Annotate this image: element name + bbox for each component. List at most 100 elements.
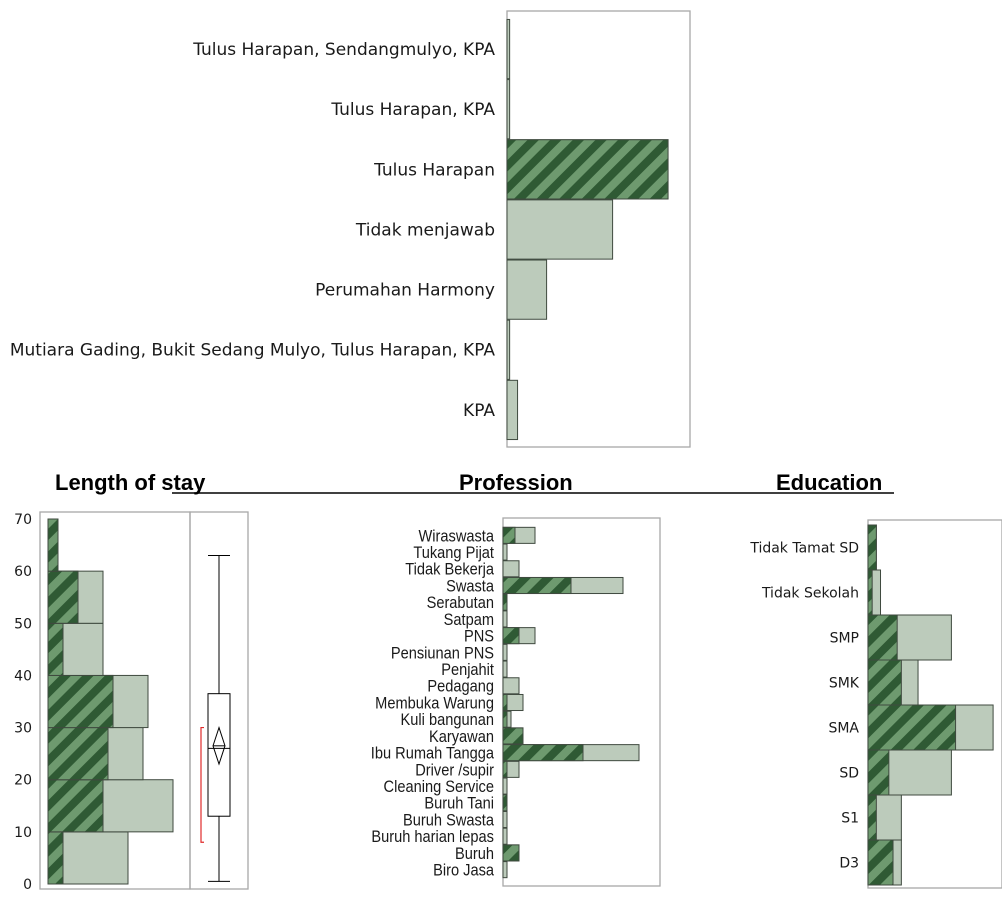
profession-bar-biro-jasa (502, 861, 508, 879)
profession-label-buruh-swasta: Buruh Swasta (403, 812, 494, 830)
boxplot-box (207, 693, 231, 817)
profession-bar-pedagang (502, 677, 520, 695)
profession-label-serabutan: Serabutan (427, 594, 494, 612)
education-label-sma: SMA (828, 720, 859, 736)
stay-ytick-20: 20 (14, 773, 32, 789)
education-label-sd: SD (839, 765, 859, 781)
profession-label-swasta: Swasta (446, 578, 494, 596)
profession-label-kuli-bangunan: Kuli bangunan (401, 711, 494, 729)
stay-selected-bar-30-40 (47, 674, 114, 729)
education-selected-bar-s1 (867, 794, 877, 841)
location-bar-mutiara-gading-bukit-sedang-mulyo-tulus-harapan-kpa (506, 319, 511, 380)
boxplot-mean-diamond (212, 725, 226, 766)
location-bar-kpa (506, 379, 519, 441)
location-label-tulus-harapan: Tulus Harapan (373, 160, 495, 180)
location-label-kpa: KPA (463, 401, 495, 421)
stay-selected-bar-40-50 (47, 622, 64, 676)
profession-label-buruh-harian-lepas: Buruh harian lepas (371, 828, 494, 846)
education-selected-bar-tidak-sekolah (867, 569, 873, 616)
profession-selected-bar-buruh (502, 844, 520, 862)
location-bar-tulus-harapan-kpa (506, 79, 511, 140)
profession-selected-bar-membuka-warung (502, 693, 508, 712)
education-selected-bar-sma (867, 704, 957, 751)
profession-bar-penjahit (502, 660, 508, 678)
profession-selected-bar-driver-supir (502, 760, 508, 778)
stay-boxplot-frame (189, 511, 249, 890)
profession-selected-bar-serabutan (502, 593, 508, 611)
profession-label-driver-supir: Driver /supir (415, 761, 494, 779)
profession-label-wiraswasta: Wiraswasta (419, 527, 495, 545)
profession-selected-bar-kuli-bangunan (502, 710, 508, 728)
profession-selected-bar-pns (502, 627, 520, 645)
location-chart: Tulus Harapan, Sendangmulyo, KPA Tulus Ha… (10, 10, 691, 448)
stay-ytick-40: 40 (14, 668, 32, 684)
location-bar-tidak-menjawab (506, 199, 614, 260)
location-label-mutiara-gading-bukit-sedang-mulyo-tulus-harapan-kpa: Mutiara Gading, Bukit Sedang Mulyo, Tulu… (10, 341, 496, 361)
profession-bar-pensiunan-pns (502, 643, 508, 661)
location-label-perumahan-harmony: Perumahan Harmony (315, 281, 495, 301)
stay-selected-bar-60-70 (47, 518, 59, 572)
profession-selected-bar-buruh-tani (502, 794, 508, 812)
stay-ytick-10: 10 (14, 825, 32, 841)
education-chart: Education Tidak Tamat SD Tidak Sekolah SMP… (749, 470, 1002, 889)
profession-label-membuka-warung: Membuka Warung (375, 695, 494, 713)
profession-selected-bar-karyawan (502, 727, 524, 745)
stay-ytick-30: 30 (14, 721, 32, 737)
length-of-stay-chart: Length of stay 0 10 20 30 40 50 60 70 (14, 470, 249, 893)
profession-bar-tukang-pijat (502, 543, 508, 561)
profession-label-satpam: Satpam (444, 611, 494, 629)
profession-selected-bar-ibu-rumah-tangga (502, 744, 584, 762)
profession-bar-buruh-harian-lepas (502, 827, 508, 845)
education-label-smk: SMK (829, 675, 860, 691)
profession-label-karyawan: Karyawan (429, 728, 494, 746)
location-bar-tulus-harapan-sendangmulyo-kpa (506, 18, 511, 80)
profession-label-tukang-pijat: Tukang Pijat (413, 544, 494, 562)
profession-label-ibu-rumah-tangga: Ibu Rumah Tangga (371, 745, 494, 763)
boxplot-shortest-half-bracket (200, 726, 204, 843)
profession-selected-bar-swasta (502, 576, 572, 595)
stay-ytick-60: 60 (14, 564, 32, 580)
location-selected-bar-tulus-harapan (506, 139, 669, 200)
profession-label-penjahit: Penjahit (441, 661, 494, 679)
education-selected-bar-smk (867, 659, 902, 706)
profession-title: Profession (459, 470, 573, 495)
stay-ytick-50: 50 (14, 616, 32, 632)
education-selected-bar-sd (867, 749, 890, 796)
profession-label-pns: PNS (464, 628, 494, 646)
profession-bar-satpam (502, 610, 508, 628)
profession-label-biro-jasa: Biro Jasa (433, 862, 494, 880)
stay-ytick-70: 70 (14, 512, 32, 528)
stay-ytick-0: 0 (23, 877, 32, 893)
education-label-smp: SMP (830, 630, 859, 646)
stay-selected-bar-50-60 (47, 570, 79, 624)
profession-label-buruh-tani: Buruh Tani (424, 795, 494, 813)
education-selected-bar-smp (867, 614, 898, 661)
stay-selected-bar-20-30 (47, 727, 109, 781)
education-label-d3: D3 (839, 855, 859, 871)
profession-label-pedagang: Pedagang (427, 678, 494, 696)
profession-selected-bar-wiraswasta (502, 526, 516, 544)
profession-label-cleaning-service: Cleaning Service (384, 778, 495, 796)
location-label-tulus-harapan-sendangmulyo-kpa: Tulus Harapan, Sendangmulyo, KPA (192, 40, 495, 60)
profession-label-buruh: Buruh (455, 845, 494, 863)
education-label-tidak-sekolah: Tidak Sekolah (761, 585, 859, 601)
location-label-tulus-harapan-kpa: Tulus Harapan, KPA (330, 100, 495, 120)
profession-bar-cleaning-service (502, 777, 508, 795)
education-selected-bar-tidak-tamat-sd (867, 524, 877, 571)
profession-frame (502, 517, 661, 887)
education-title: Education (776, 470, 882, 495)
stay-selected-bar-10-20 (47, 779, 104, 833)
education-selected-bar-d3 (867, 839, 894, 886)
location-label-tidak-menjawab: Tidak menjawab (355, 220, 495, 240)
profession-bar-tidak-bekerja (502, 560, 520, 578)
profession-label-tidak-bekerja: Tidak Bekerja (405, 561, 494, 579)
profession-label-pensiunan-pns: Pensiunan PNS (391, 644, 494, 662)
education-label-tidak-tamat-sd: Tidak Tamat SD (749, 540, 859, 556)
education-label-s1: S1 (841, 810, 859, 826)
length-of-stay-title: Length of stay (55, 470, 206, 495)
stay-selected-bar-0-10 (47, 831, 64, 885)
location-bar-perumahan-harmony (506, 259, 548, 320)
profession-bar-buruh-swasta (502, 810, 508, 829)
